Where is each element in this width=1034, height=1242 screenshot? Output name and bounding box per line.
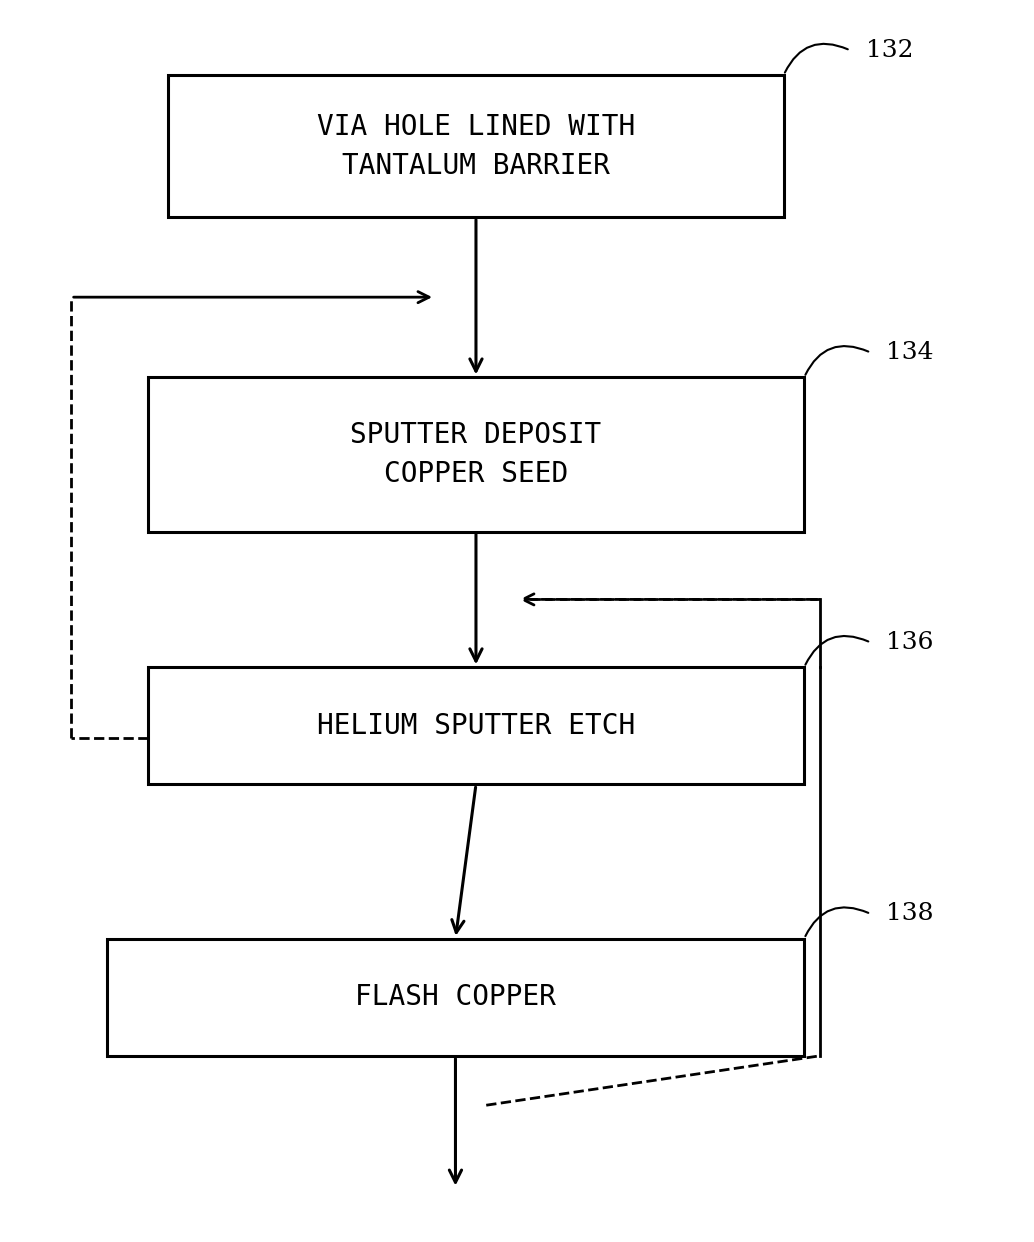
Text: 132: 132 xyxy=(865,39,913,62)
Bar xyxy=(148,667,804,785)
Text: VIA HOLE LINED WITH
TANTALUM BARRIER: VIA HOLE LINED WITH TANTALUM BARRIER xyxy=(316,113,635,180)
Text: FLASH COPPER: FLASH COPPER xyxy=(355,984,556,1011)
Text: 134: 134 xyxy=(886,342,934,364)
Text: SPUTTER DEPOSIT
COPPER SEED: SPUTTER DEPOSIT COPPER SEED xyxy=(351,421,602,488)
Text: 136: 136 xyxy=(886,631,934,655)
Bar xyxy=(107,939,804,1056)
Bar xyxy=(148,378,804,532)
Bar xyxy=(169,75,784,217)
Text: 138: 138 xyxy=(886,903,934,925)
Text: HELIUM SPUTTER ETCH: HELIUM SPUTTER ETCH xyxy=(316,712,635,740)
